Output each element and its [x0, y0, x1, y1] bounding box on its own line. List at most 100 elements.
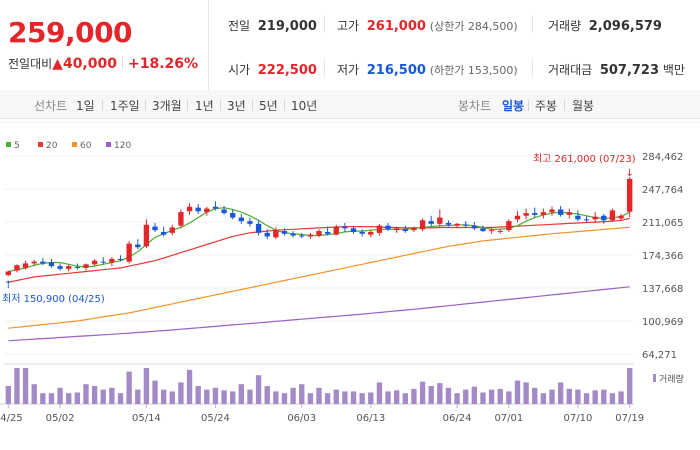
volume-bar — [376, 382, 383, 404]
volume-bar — [385, 391, 391, 404]
candlestick-chart[interactable]: 5 20 60 120 거래량 최고 261,000 (07/23) ↓ ↑ 최저 150,… — [0, 118, 700, 450]
candle-body — [290, 233, 296, 236]
volume-bar — [74, 392, 81, 404]
range-1week-tab[interactable]: 1주일 — [110, 99, 140, 113]
low-annotation: 최저 150,900 (04/25) — [2, 293, 105, 305]
volume-bar — [575, 389, 581, 404]
weekly-candle-tab[interactable]: 주봉 — [535, 99, 558, 113]
range-1year-tab[interactable]: 1년 — [195, 99, 214, 113]
volume-bar — [419, 381, 426, 404]
divider — [102, 100, 103, 111]
range-5year-tab[interactable]: 5년 — [259, 99, 278, 113]
volume-bar — [281, 393, 288, 404]
volume-bar — [290, 387, 296, 404]
volume-bar — [135, 389, 141, 404]
candle-body — [221, 209, 227, 214]
volume-bar — [195, 386, 201, 404]
x-tick-label: 06/13 — [356, 413, 385, 424]
candle-body — [583, 219, 590, 221]
candle-body — [5, 271, 11, 276]
x-tick-label: 05/14 — [132, 413, 161, 424]
candle-body — [255, 223, 262, 233]
candle-body — [480, 228, 486, 232]
candle-body — [618, 215, 624, 219]
candle-body — [238, 217, 245, 222]
volume-bar — [247, 389, 253, 404]
candle-body — [135, 244, 141, 248]
ma120-line — [8, 286, 630, 342]
candle-body — [523, 213, 529, 216]
legend-label-ma5: 5 — [14, 141, 20, 151]
volume-bar — [91, 386, 98, 404]
chart-toolbar: 선차트 1일 1주일 3개월 1년 3년 5년 10년 봉차트 일봉 주봉 월봉 — [0, 90, 700, 119]
range-10year-tab[interactable]: 10년 — [291, 99, 318, 113]
range-3month-tab[interactable]: 3개월 — [152, 99, 182, 113]
price-change: 전일대비▲40,000 +18.26% — [8, 55, 198, 72]
candle-body — [186, 206, 193, 212]
candle-body — [540, 212, 547, 215]
candle-body — [333, 226, 339, 235]
candle-body — [100, 261, 106, 263]
divider — [220, 100, 221, 111]
change-percent: +18.26% — [127, 56, 199, 72]
volume-bar — [40, 393, 46, 404]
high-stat: 고가 261,000 (상한가 284,500) — [337, 17, 518, 34]
current-price: 259,000 — [8, 16, 133, 49]
volume-bar — [514, 380, 521, 404]
volume-bar — [221, 390, 227, 404]
y-tick-label: 174,366 — [642, 251, 683, 262]
candle-body — [169, 227, 175, 233]
volume-bar — [204, 389, 210, 404]
volume-bar — [143, 368, 150, 404]
volume-bar — [523, 382, 529, 404]
candle-body — [264, 232, 270, 237]
volume-bar — [169, 391, 175, 404]
range-3year-tab[interactable]: 3년 — [227, 99, 246, 113]
candle-body — [316, 231, 322, 236]
lower-limit: (하한가 153,500) — [429, 64, 518, 77]
volume-bar — [307, 393, 314, 404]
x-tick-label: 05/02 — [46, 413, 75, 424]
ma20-line — [8, 217, 630, 283]
y-tick-label: 100,969 — [642, 317, 683, 328]
price-summary: 259,000 전일대비▲40,000 +18.26% — [0, 0, 209, 90]
candle-body — [307, 234, 314, 237]
monthly-candle-tab[interactable]: 월봉 — [572, 99, 595, 113]
volume-bar — [57, 387, 63, 404]
candle-body — [126, 243, 132, 262]
volume-bar — [100, 389, 106, 404]
candle-body — [601, 215, 607, 221]
candle-body — [532, 213, 538, 215]
volume-bar — [601, 389, 607, 404]
volume-legend-label: 거래량 — [659, 373, 684, 385]
candle-body — [350, 228, 357, 232]
candle-body — [204, 208, 210, 213]
volume-bar — [532, 387, 538, 404]
x-tick-label: 07/01 — [494, 413, 523, 424]
volume-bar — [463, 389, 469, 404]
divider — [324, 15, 325, 33]
divider — [532, 59, 533, 77]
divider — [564, 100, 565, 111]
legend-label-ma60: 60 — [80, 141, 92, 151]
candle-body — [463, 224, 469, 226]
volume-bar — [109, 387, 115, 404]
high-annotation: 최고 261,000 (07/23) — [533, 153, 636, 165]
volume-bar — [342, 391, 348, 404]
candle-body — [160, 231, 167, 235]
volume-bar — [627, 368, 633, 404]
low-arrow-icon: ↑ — [4, 280, 12, 291]
high-label: 고가 — [337, 19, 360, 33]
volume-bar — [273, 391, 279, 404]
divider — [252, 100, 253, 111]
volume-bar — [618, 391, 624, 404]
divider — [528, 100, 529, 111]
volume-bar — [117, 393, 124, 404]
daily-candle-tab[interactable]: 일봉 — [502, 99, 525, 113]
volume-bar — [609, 393, 616, 404]
candle-body — [368, 231, 374, 235]
prev-close-label: 전일 — [228, 19, 251, 33]
x-tick-label: 07/10 — [563, 413, 592, 424]
range-1day-tab[interactable]: 1일 — [76, 99, 95, 113]
divider — [532, 15, 533, 33]
